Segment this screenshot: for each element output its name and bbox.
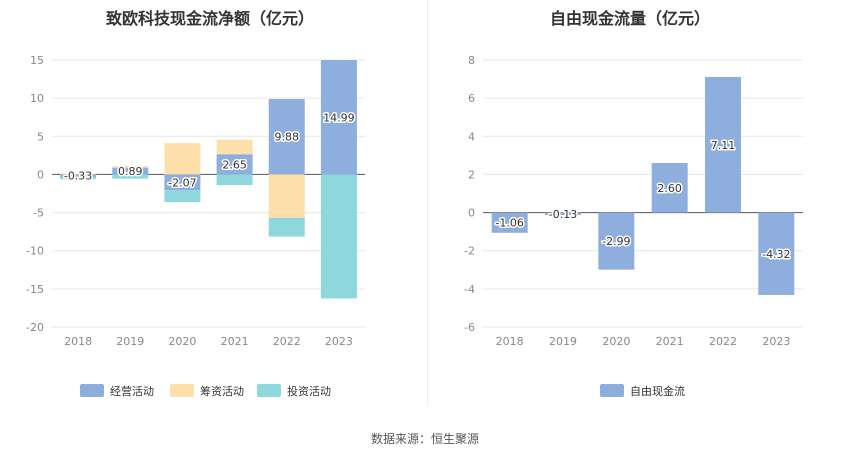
left-bar-1 — [60, 174, 97, 177]
left-y-tick-label: -15 — [26, 283, 44, 296]
right-x-tick-label: 2020 — [602, 335, 630, 348]
panel-divider — [427, 0, 428, 405]
left-bar-3 — [112, 174, 149, 179]
left-data-label: -2.07 — [168, 176, 196, 189]
left-legend-label: 经营活动 — [110, 384, 154, 398]
right-x-tick-label: 2023 — [762, 335, 790, 348]
left-x-tick-label: 2019 — [116, 335, 144, 348]
left-y-tick-label: -5 — [33, 207, 44, 220]
left-data-label: 2.65 — [222, 158, 247, 171]
right-x-tick-label: 2019 — [549, 335, 577, 348]
left-x-tick-label: 2020 — [168, 335, 196, 348]
right-bar-1 — [758, 212, 795, 295]
left-bar-1 — [268, 99, 305, 175]
left-y-tick-label: -20 — [26, 321, 44, 334]
left-legend-swatch — [170, 384, 194, 397]
right-legend-swatch — [600, 384, 624, 397]
left-bar-3 — [268, 217, 305, 237]
left-y-tick-label: 10 — [30, 92, 44, 105]
right-y-tick-label: -2 — [464, 245, 475, 258]
right-x-tick-label: 2021 — [656, 335, 684, 348]
right-x-tick-label: 2018 — [496, 335, 524, 348]
right-data-label: 2.60 — [657, 182, 682, 195]
left-bar-3 — [60, 176, 97, 180]
left-bar-1 — [320, 60, 357, 175]
left-x-tick-label: 2021 — [221, 335, 249, 348]
right-bar-1 — [491, 212, 528, 233]
left-x-tick-label: 2023 — [325, 335, 353, 348]
left-bar-2 — [268, 174, 305, 218]
right-y-tick-label: 6 — [468, 92, 475, 105]
left-bar-3 — [320, 174, 357, 299]
left-data-label: 14.99 — [323, 111, 355, 124]
left-bar-1 — [112, 167, 149, 175]
right-bar-1 — [651, 162, 688, 213]
left-bar-2 — [216, 139, 253, 155]
right-data-label: 7.11 — [711, 139, 736, 152]
left-y-tick-label: 0 — [37, 168, 44, 181]
left-bar-1 — [164, 174, 201, 191]
left-bar-3 — [164, 190, 201, 203]
left-y-tick-label: 5 — [37, 130, 44, 143]
right-bar-1 — [705, 76, 741, 213]
right-bar-1 — [598, 212, 635, 270]
right-data-label: -2.99 — [602, 235, 630, 248]
right-bar-1 — [545, 212, 581, 216]
left-chart-title: 致欧科技现金流净额（亿元） — [105, 9, 314, 28]
right-data-label: -4.32 — [762, 248, 790, 261]
left-x-tick-label: 2022 — [273, 335, 301, 348]
right-y-tick-label: -6 — [464, 321, 475, 334]
left-legend-label: 投资活动 — [287, 384, 331, 398]
left-x-tick-label: 2018 — [64, 335, 92, 348]
right-y-tick-label: 4 — [468, 130, 475, 143]
left-y-tick-label: -10 — [26, 245, 44, 258]
right-y-tick-label: 2 — [468, 168, 475, 181]
right-legend-label: 自由现金流 — [630, 384, 685, 398]
left-bar-2 — [60, 173, 97, 175]
left-y-tick-label: 15 — [30, 54, 44, 67]
right-data-label: -1.06 — [495, 217, 523, 230]
left-data-label: -0.33 — [64, 170, 92, 183]
left-bar-1 — [216, 154, 253, 175]
left-bar-2 — [112, 166, 149, 168]
left-legend-label: 筹资活动 — [200, 384, 244, 398]
left-legend-swatch — [80, 384, 104, 397]
left-bar-2 — [164, 143, 201, 175]
right-y-tick-label: 8 — [468, 54, 475, 67]
right-data-label: -0.13 — [549, 208, 577, 221]
left-data-label: 9.88 — [275, 131, 300, 144]
left-bar-3 — [216, 174, 253, 186]
right-y-tick-label: 0 — [468, 207, 475, 220]
right-x-tick-label: 2022 — [709, 335, 737, 348]
left-legend-swatch — [257, 384, 281, 397]
data-source-note: 数据来源：恒生聚源 — [370, 432, 479, 446]
right-y-tick-label: -4 — [464, 283, 475, 296]
left-data-label: 0.89 — [118, 165, 143, 178]
right-chart-title: 自由现金流量（亿元） — [549, 9, 710, 28]
